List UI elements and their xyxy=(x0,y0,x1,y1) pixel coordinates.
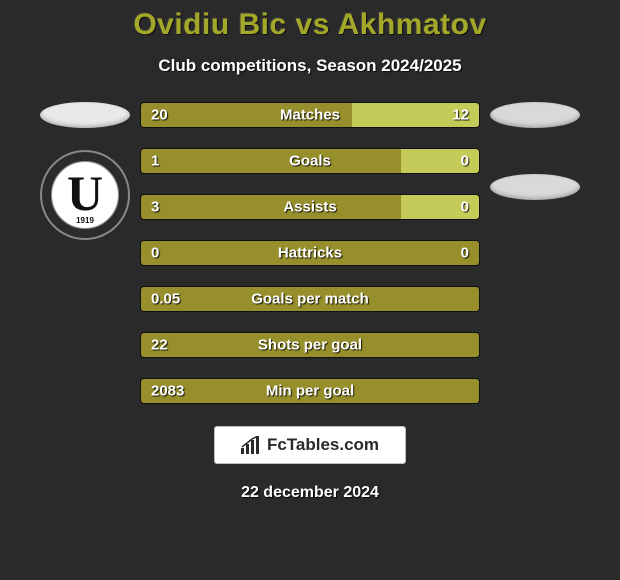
bar-left-value: 22 xyxy=(151,337,168,354)
club-logo-year: 1919 xyxy=(76,216,94,225)
page-title: Ovidiu Bic vs Akhmatov xyxy=(0,8,620,42)
left-club-logo: U 1919 xyxy=(42,152,128,238)
main-row: U 1919 20 12 Matches 1 0 Goals 3 0 Assists 0 0 Hatt… xyxy=(0,102,620,404)
bar-right-value: 0 xyxy=(461,199,469,216)
bar-left-value: 0 xyxy=(151,245,159,262)
bar-chart-icon xyxy=(241,436,261,454)
stat-bar: 22 Shots per goal xyxy=(140,332,480,358)
comparison-infographic: Ovidiu Bic vs Akhmatov Club competitions… xyxy=(0,0,620,502)
bar-left-value: 0.05 xyxy=(151,291,180,308)
club-logo-letter: U xyxy=(67,168,103,218)
stat-bar: 3 0 Assists xyxy=(140,194,480,220)
date-text: 22 december 2024 xyxy=(241,484,379,502)
bar-label: Hattricks xyxy=(278,245,342,262)
bar-left-value: 20 xyxy=(151,107,168,124)
brand-badge: FcTables.com xyxy=(214,426,406,464)
right-player-oval xyxy=(490,102,580,128)
bar-right-value: 0 xyxy=(461,153,469,170)
bar-label: Min per goal xyxy=(266,383,354,400)
bar-label: Assists xyxy=(283,199,336,216)
right-side-column xyxy=(480,102,590,200)
bar-label: Matches xyxy=(280,107,340,124)
stat-bar: 20 12 Matches xyxy=(140,102,480,128)
stat-bar: 1 0 Goals xyxy=(140,148,480,174)
footer: FcTables.com 22 december 2024 xyxy=(0,426,620,502)
bar-label: Goals xyxy=(289,153,331,170)
brand-text: FcTables.com xyxy=(267,435,379,455)
bar-label: Goals per match xyxy=(251,291,369,308)
subtitle: Club competitions, Season 2024/2025 xyxy=(0,56,620,76)
bar-left-segment xyxy=(141,149,401,173)
bar-left-value: 2083 xyxy=(151,383,184,400)
bar-left-value: 1 xyxy=(151,153,159,170)
left-side-column: U 1919 xyxy=(30,102,140,238)
bar-right-value: 12 xyxy=(452,107,469,124)
bar-left-segment xyxy=(141,195,401,219)
stat-bar: 2083 Min per goal xyxy=(140,378,480,404)
bar-right-value: 0 xyxy=(461,245,469,262)
bar-left-value: 3 xyxy=(151,199,159,216)
bar-label: Shots per goal xyxy=(258,337,362,354)
stat-bars-column: 20 12 Matches 1 0 Goals 3 0 Assists 0 0 Hattricks 0.… xyxy=(140,102,480,404)
stat-bar: 0.05 Goals per match xyxy=(140,286,480,312)
left-player-oval xyxy=(40,102,130,128)
stat-bar: 0 0 Hattricks xyxy=(140,240,480,266)
right-club-oval xyxy=(490,174,580,200)
